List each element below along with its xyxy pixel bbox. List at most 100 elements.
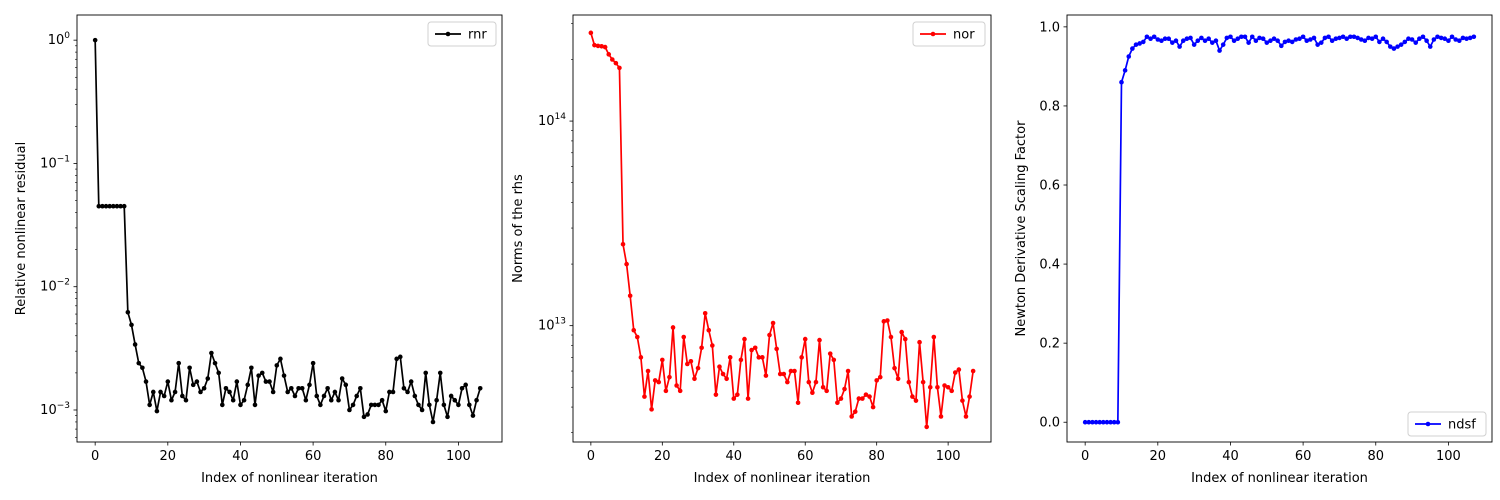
data-point: [452, 397, 458, 403]
y-tick-label: 0.8: [1039, 99, 1060, 114]
data-point: [310, 360, 316, 366]
data-point: [1300, 34, 1306, 40]
chart-panel-1: 10−3 10−2 10−1 100 0 20 40 60 80 100 Index of nonl…: [14, 14, 503, 486]
data-point: [379, 397, 385, 403]
data-point: [1148, 36, 1153, 42]
data-point: [372, 402, 378, 408]
data-point: [642, 394, 647, 399]
data-point: [394, 356, 399, 362]
data-point: [1166, 36, 1172, 42]
data-point: [445, 414, 450, 420]
data-point: [1249, 34, 1255, 40]
data-point: [1395, 44, 1400, 49]
data-point: [1137, 41, 1142, 46]
data-point: [1235, 36, 1241, 42]
data-point: [430, 419, 436, 425]
data-point: [674, 383, 679, 388]
data-point: [136, 360, 142, 366]
data-point: [706, 327, 712, 333]
data-point: [1090, 419, 1095, 425]
data-point: [1326, 34, 1331, 40]
data-point: [1086, 419, 1092, 425]
data-point: [1457, 38, 1462, 43]
data-point: [169, 397, 174, 403]
legend: nor: [912, 21, 986, 47]
data-point: [325, 385, 330, 391]
data-point: [1119, 79, 1124, 85]
data-point: [336, 397, 341, 403]
x-tick-label: 60: [305, 449, 322, 464]
data-point: [437, 370, 443, 376]
data-point: [617, 65, 622, 71]
data-point: [263, 379, 269, 384]
data-point: [383, 408, 389, 414]
data-point: [727, 355, 733, 360]
data-point: [1191, 42, 1197, 47]
data-point: [1151, 34, 1157, 40]
data-point: [1329, 38, 1335, 43]
data-point: [1275, 38, 1280, 43]
data-point: [1108, 419, 1113, 425]
y-tick-label: 0.0: [1039, 416, 1060, 431]
data-point: [1380, 36, 1386, 42]
data-point: [906, 379, 912, 385]
data-point: [924, 424, 929, 430]
data-point: [154, 408, 160, 414]
data-point: [1162, 36, 1168, 42]
legend-box: [427, 21, 497, 47]
data-point: [777, 371, 783, 377]
data-point: [610, 57, 615, 62]
data-point: [1297, 36, 1302, 42]
data-point: [927, 384, 933, 390]
data-point: [1308, 37, 1313, 42]
data-point: [942, 383, 947, 388]
data-point: [788, 368, 794, 374]
plot-frame: [572, 14, 992, 443]
data-point: [1420, 34, 1426, 40]
data-point: [695, 365, 701, 371]
data-point: [361, 414, 367, 420]
data-point: [960, 398, 965, 403]
data-point: [817, 337, 822, 343]
data-point: [419, 407, 425, 413]
data-point: [314, 393, 320, 399]
data-point: [602, 44, 608, 50]
data-point: [387, 389, 392, 395]
y-tick-label: 1013: [538, 317, 566, 334]
y-tick-label: 100: [48, 31, 71, 48]
data-point: [1126, 54, 1132, 59]
data-point: [1344, 36, 1349, 42]
legend-label: rnr: [468, 28, 487, 43]
data-point: [347, 407, 352, 413]
data-point: [1362, 38, 1368, 43]
data-point: [1467, 35, 1473, 41]
legend-label: ndsf: [1448, 418, 1476, 433]
data-point: [285, 389, 290, 395]
data-point: [1104, 419, 1110, 425]
data-point: [799, 355, 804, 360]
x-tick-label: 100: [446, 449, 471, 464]
data-point: [368, 402, 374, 408]
data-point: [870, 404, 876, 410]
data-point: [187, 365, 192, 371]
data-point: [194, 379, 200, 384]
data-point: [161, 393, 167, 399]
data-point: [267, 379, 272, 384]
data-point: [270, 389, 276, 395]
data-point: [1228, 34, 1233, 40]
data-point: [885, 318, 890, 323]
data-point: [1348, 34, 1353, 40]
data-point: [132, 342, 138, 347]
chart-panel-3: 0.0 0.2 0.4 0.6 0.8 1.0 0 20 40 60 80 100 Index of n…: [1014, 14, 1493, 486]
data-point: [1453, 37, 1458, 42]
data-point: [1170, 40, 1175, 45]
data-point: [663, 388, 669, 394]
data-point: [165, 379, 171, 384]
data-point: [1246, 40, 1251, 45]
data-point: [595, 43, 601, 49]
data-point: [795, 400, 801, 406]
data-point: [92, 37, 98, 43]
data-point: [874, 378, 879, 383]
data-point: [140, 365, 145, 371]
